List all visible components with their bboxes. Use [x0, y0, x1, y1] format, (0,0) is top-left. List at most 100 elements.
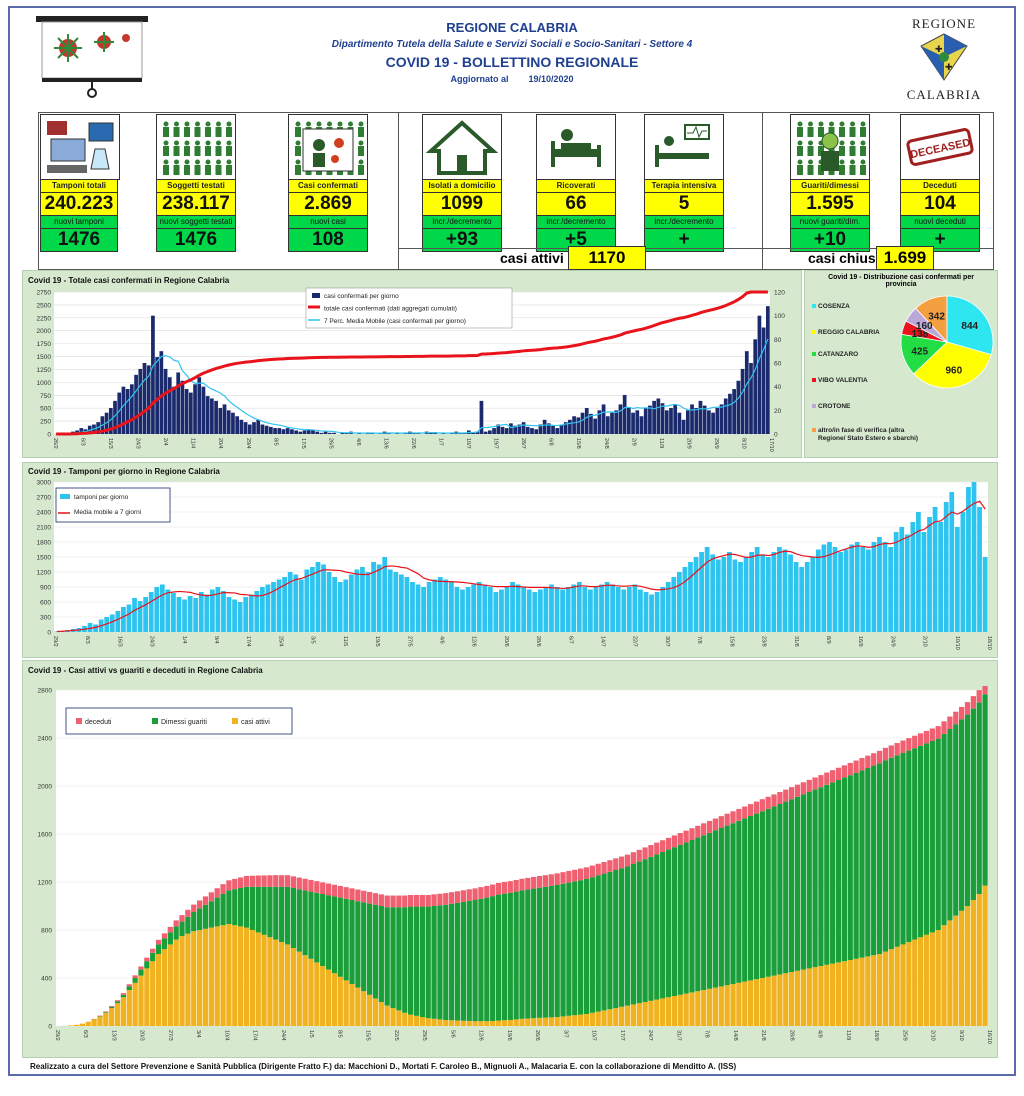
bar [431, 894, 437, 906]
x-tick-label: 22/7 [632, 636, 638, 647]
x-tick-label: 25/9 [901, 1030, 907, 1041]
pie-legend-swatch [812, 304, 816, 308]
bar [619, 868, 625, 1007]
bar [495, 894, 502, 1021]
bar [325, 969, 332, 1026]
bar [208, 901, 214, 928]
bar [610, 584, 616, 632]
bar [256, 419, 261, 434]
bar [706, 820, 713, 833]
bar [673, 404, 678, 434]
bar [396, 907, 402, 1011]
bar [906, 750, 912, 942]
x-tick-label: 27/3 [167, 1030, 173, 1041]
bar [298, 579, 304, 632]
pie-legend-label: COSENZA [818, 303, 850, 310]
bar [560, 883, 566, 1017]
bar [501, 1020, 508, 1026]
bar [688, 562, 693, 632]
y-tick-label: 2000 [38, 784, 53, 791]
bar [465, 587, 471, 632]
bar [607, 871, 613, 1010]
x-tick-label: 4/6 [355, 438, 361, 446]
bar [765, 976, 771, 1026]
bar [665, 849, 672, 998]
bar [155, 939, 162, 945]
bar [314, 881, 320, 893]
x-tick-label: 15/8 [728, 636, 734, 647]
x-tick-label: 21/8 [760, 1030, 766, 1041]
x-tick-label: 11/5 [342, 636, 348, 646]
bar [664, 410, 669, 434]
bar [361, 902, 367, 992]
x-tick-label: 14/7 [600, 636, 606, 647]
bar [431, 906, 437, 1019]
bar [712, 987, 719, 1026]
bar [742, 806, 748, 819]
x-tick-label: 25/4 [277, 636, 283, 647]
bar [824, 784, 830, 965]
bar [521, 587, 527, 632]
pie-chart-title: Covid 19 - Distribuzione casi confermati… [828, 274, 974, 288]
bar [443, 579, 449, 632]
bar [854, 542, 860, 632]
x-tick-label: 24/3 [149, 636, 155, 647]
bar [971, 482, 977, 632]
bar [402, 1012, 408, 1026]
bar [150, 948, 156, 953]
y-tick-label: 0 [47, 630, 51, 637]
y-tick-label: 400 [41, 976, 52, 983]
x-tick-label: 22/5 [393, 1030, 399, 1041]
bar [648, 1000, 654, 1026]
bar [120, 993, 127, 995]
bar [613, 1008, 619, 1026]
x-tick-label: 30/7 [664, 636, 670, 647]
x-tick-label: 20/4 [217, 438, 223, 449]
bar [841, 961, 848, 1026]
y2-tick-label: 80 [774, 337, 782, 344]
bar [548, 1017, 554, 1026]
bar [824, 772, 830, 785]
kpi-sub-label: incr./decremento [644, 216, 724, 229]
bar [507, 1020, 513, 1026]
bar [390, 895, 396, 908]
bar [487, 587, 493, 632]
bar [525, 426, 530, 434]
updated-label: Aggiornato al [450, 74, 509, 84]
bar [719, 404, 724, 434]
bar [789, 972, 795, 1026]
y-tick-label: 1500 [37, 354, 52, 361]
bar [483, 431, 488, 434]
bar [669, 407, 673, 434]
bar [87, 623, 93, 632]
bar [636, 861, 642, 1004]
bar [732, 559, 738, 632]
legend-box [305, 287, 513, 329]
bar [238, 877, 244, 888]
bar [949, 492, 955, 632]
bar [361, 890, 367, 903]
bar [103, 1012, 109, 1026]
cumulative-line [56, 290, 768, 436]
bar [827, 542, 832, 632]
bar [871, 753, 877, 766]
kpi-value: 238.117 [156, 193, 236, 216]
x-tick-label: 1/4 [181, 636, 187, 644]
bar [137, 601, 143, 632]
bar [941, 721, 947, 734]
x-tick-label: 17/4 [245, 636, 251, 647]
bar [142, 363, 147, 434]
bar [754, 547, 760, 632]
x-tick-label: 18/10 [986, 636, 992, 650]
bar [460, 1020, 467, 1026]
bar [794, 796, 801, 971]
bar [589, 413, 593, 434]
x-tick-label: 15/8 [575, 438, 581, 449]
y2-tick-label: 100 [774, 313, 785, 320]
bar [694, 407, 699, 434]
bar [531, 876, 537, 889]
bar [310, 567, 315, 632]
bar [572, 1015, 578, 1026]
bar [615, 587, 621, 632]
x-tick-label: 29/5 [421, 1030, 427, 1041]
